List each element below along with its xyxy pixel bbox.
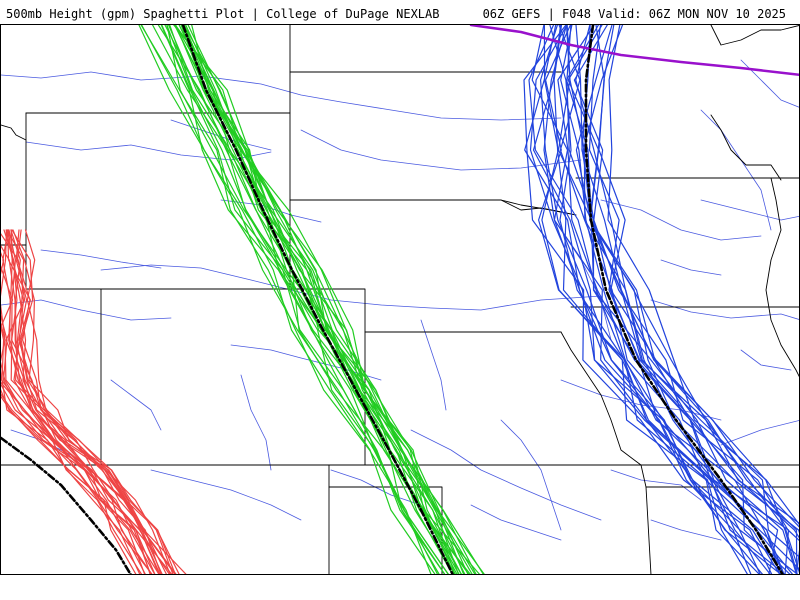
contour-green-member xyxy=(187,25,485,574)
contour-red-member xyxy=(12,229,171,574)
contour-red-member xyxy=(11,229,176,574)
state-border xyxy=(710,25,799,46)
river-line xyxy=(500,419,562,531)
contour-blue-member xyxy=(540,25,799,574)
chart-title: 500mb Height (gpm) Spaghetti Plot | Coll… xyxy=(6,7,440,21)
state-border xyxy=(289,199,577,216)
map-canvas xyxy=(1,25,799,574)
contour-blue-member xyxy=(528,25,761,574)
contour-red-member xyxy=(1,393,146,574)
contour-blue-member xyxy=(582,25,799,524)
contour-blue-member xyxy=(575,25,779,574)
contour-green-member xyxy=(152,25,456,574)
river-line xyxy=(40,249,162,269)
state-border xyxy=(25,112,291,290)
river-line xyxy=(600,199,762,241)
state-border xyxy=(1,124,27,141)
contour-green-member xyxy=(175,25,455,574)
contour-red-member xyxy=(16,229,187,574)
footer-strip xyxy=(0,575,800,600)
contour-red-member xyxy=(3,229,162,574)
river-line xyxy=(740,59,799,108)
river-line xyxy=(740,349,792,371)
contour-red-member xyxy=(1,383,143,574)
contour-blue-member xyxy=(538,25,749,574)
river-line xyxy=(240,374,272,471)
state-border xyxy=(100,288,562,333)
river-line xyxy=(1,71,562,121)
contour-green-member xyxy=(182,25,473,574)
contour-blue-member xyxy=(557,25,791,574)
river-line xyxy=(410,429,602,521)
river-line xyxy=(420,319,447,411)
river-line xyxy=(720,420,799,446)
contour-blue-member xyxy=(541,25,760,574)
river-line xyxy=(330,469,422,506)
mean-line-red xyxy=(1,436,132,574)
state-border xyxy=(560,331,652,574)
contour-green-member xyxy=(157,25,458,574)
contour-blue-member xyxy=(607,25,799,525)
contour-red-member xyxy=(8,229,163,574)
river-line xyxy=(170,119,272,151)
river-line xyxy=(25,141,272,161)
river-line xyxy=(610,469,702,501)
contour-red-member xyxy=(1,233,161,574)
river-line xyxy=(650,299,799,320)
contour-red-member xyxy=(1,324,141,574)
river-line xyxy=(660,259,722,276)
contour-red-member xyxy=(1,229,160,574)
contour-blue-member xyxy=(531,25,782,574)
contour-blue-member xyxy=(598,25,798,574)
contour-red-member xyxy=(24,229,180,574)
contour-red-member xyxy=(1,381,146,574)
contour-red-member xyxy=(5,229,176,574)
contour-blue-member xyxy=(557,25,785,574)
river-line xyxy=(150,469,302,521)
river-line xyxy=(100,264,602,311)
contour-green-member xyxy=(174,25,454,574)
river-line xyxy=(300,129,582,171)
contour-blue-member xyxy=(529,25,781,574)
contour-lines xyxy=(1,25,799,574)
state-border xyxy=(765,177,799,378)
river-line xyxy=(470,504,562,541)
river-lines xyxy=(1,59,799,541)
contour-blue-member xyxy=(523,25,773,574)
contour-blue-member xyxy=(524,25,752,574)
mean-line-blue xyxy=(584,25,784,574)
contour-purple-line xyxy=(469,25,799,77)
state-border xyxy=(710,114,782,181)
river-line xyxy=(700,199,799,221)
contour-green-member xyxy=(138,25,436,574)
header-bar: 500mb Height (gpm) Spaghetti Plot | Coll… xyxy=(0,0,800,24)
state-border xyxy=(500,199,562,213)
contour-blue-member xyxy=(567,25,798,574)
map-panel xyxy=(0,24,800,575)
river-line xyxy=(650,519,722,541)
contour-blue-member xyxy=(565,25,798,574)
mean-line-green xyxy=(181,25,454,574)
contour-green-member xyxy=(161,25,439,574)
contour-green-member xyxy=(173,25,469,574)
river-line xyxy=(700,109,772,231)
contour-blue-member xyxy=(532,25,786,574)
contour-red-member xyxy=(1,252,156,574)
contour-red-member xyxy=(1,395,137,574)
contour-green-member xyxy=(174,25,462,574)
model-valid-time: 06Z GEFS | F048 Valid: 06Z MON NOV 10 20… xyxy=(482,7,786,21)
river-line xyxy=(110,379,162,431)
contour-blue-member xyxy=(573,25,799,542)
